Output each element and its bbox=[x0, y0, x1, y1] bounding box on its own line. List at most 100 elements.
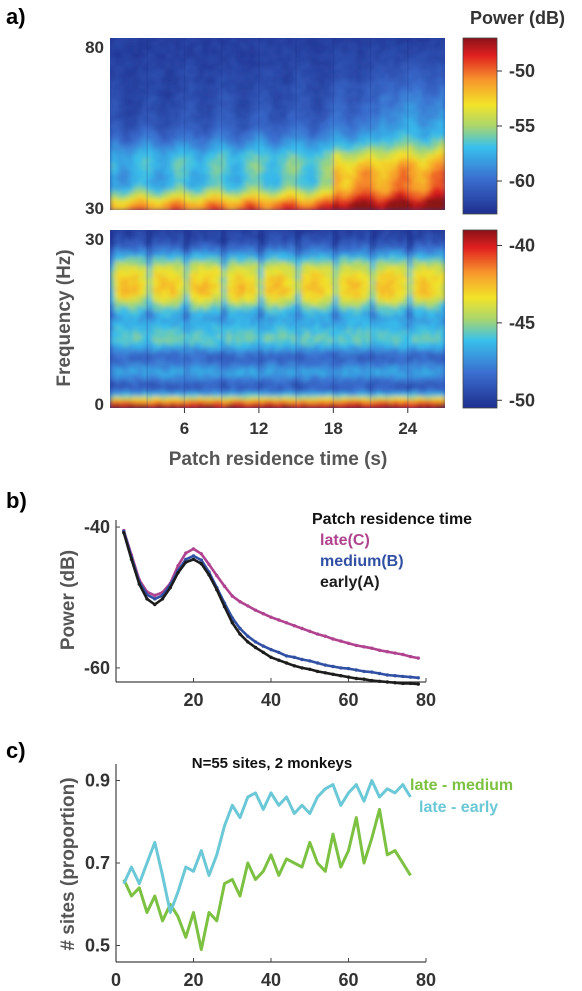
colorbar-bottom bbox=[462, 229, 498, 409]
heatmap-bottom-y-tick-0: 0 bbox=[95, 395, 104, 414]
chart-b-series-1-point bbox=[269, 647, 273, 652]
legend-late-early: late - early bbox=[419, 799, 498, 816]
chart-b-series-2-point bbox=[346, 675, 351, 679]
chart-b-series-2-point bbox=[323, 671, 327, 675]
colorbar-tick-label: -60 bbox=[509, 171, 535, 191]
chart-b-series-2-point bbox=[137, 582, 141, 586]
chart-b-series-0-point bbox=[199, 552, 203, 556]
chart-b-series-2-point bbox=[207, 573, 211, 577]
chart-b-series-0-point bbox=[191, 547, 196, 551]
heatmap-x-axis: 6 12 18 24 bbox=[180, 408, 418, 438]
panel-label-a: a) bbox=[6, 4, 26, 29]
chart-b: 20 40 60 80 -40 -60 Power (dB) Patch residenc… bbox=[58, 511, 472, 710]
legend-early-a: early(A) bbox=[320, 574, 380, 591]
chart-c: N=55 sites, 2 monkeys 0 20 40 60 80 0.9 0.7 0.5… bbox=[58, 755, 513, 990]
chart-c-x-tick-label: 80 bbox=[416, 970, 436, 990]
chart-c-y-tick-label: 0.9 bbox=[85, 771, 110, 791]
chart-b-series-1-point bbox=[261, 644, 265, 648]
chart-b-series-1-point bbox=[362, 669, 366, 674]
chart-b-series-2-point bbox=[385, 680, 389, 684]
chart-b-series-2-point bbox=[269, 655, 273, 659]
heatmap-top-y-tick-30: 30 bbox=[85, 199, 104, 218]
chart-b-series-0-point bbox=[308, 629, 312, 633]
heatmap-x-tick-label: 18 bbox=[324, 419, 343, 438]
colorbar-bottom-ticks: -40 -45 -50 bbox=[497, 235, 535, 410]
chart-b-series-0-point bbox=[370, 646, 374, 650]
chart-b-series-1-point bbox=[238, 626, 242, 631]
colorbar-tick-label: -55 bbox=[509, 116, 535, 136]
chart-b-series-2-point bbox=[315, 669, 320, 674]
chart-b-series-0-point bbox=[277, 618, 281, 622]
chart-b-series-0-point bbox=[339, 639, 343, 643]
heatmap-top bbox=[110, 38, 445, 210]
chart-b-series-1-point bbox=[292, 655, 296, 659]
chart-b-series-2-point bbox=[168, 585, 172, 590]
chart-c-x-tick-label: 0 bbox=[111, 970, 121, 990]
chart-b-series-1-point bbox=[253, 640, 258, 644]
chart-b-series-1-point bbox=[339, 666, 343, 670]
chart-b-series-2-point bbox=[122, 531, 126, 535]
chart-b-series-1-point bbox=[323, 663, 327, 667]
chart-b-series-1-point bbox=[308, 659, 312, 663]
chart-b-series-0-point bbox=[215, 573, 219, 578]
heatmap-top-y-axis: 80 30 bbox=[85, 38, 104, 218]
chart-b-series-1-point bbox=[191, 554, 196, 558]
chart-b-y-tick-label: -60 bbox=[84, 658, 110, 678]
chart-b-series-2-point bbox=[377, 679, 382, 683]
chart-b-x-tick-label: 20 bbox=[183, 690, 203, 710]
chart-b-series-0-point bbox=[346, 641, 351, 645]
chart-b-series-0-point bbox=[315, 632, 320, 636]
chart-b-series-2-point bbox=[393, 681, 397, 685]
chart-b-series-2-point bbox=[246, 640, 250, 644]
chart-b-series-2-point bbox=[308, 667, 312, 671]
legend-late-c: late(C) bbox=[320, 532, 370, 549]
colorbar-tick-label: -40 bbox=[509, 235, 535, 255]
chart-b-series-0-point bbox=[292, 624, 296, 628]
chart-b-series-2-point bbox=[215, 588, 219, 592]
chart-c-series-line-0 bbox=[122, 807, 412, 952]
chart-b-series-2-point bbox=[300, 666, 304, 670]
chart-b-series-1-point bbox=[315, 661, 320, 665]
chart-b-series-0-point bbox=[184, 551, 188, 555]
chart-b-series-0-point bbox=[207, 562, 211, 567]
chart-b-series-2-point bbox=[145, 597, 149, 601]
chart-b-series-2-point bbox=[416, 682, 420, 686]
chart-b-series-1-point bbox=[153, 597, 157, 601]
chart-b-series-0-point bbox=[385, 650, 389, 654]
chart-b-series-0-point bbox=[153, 593, 157, 598]
chart-b-series-2-point bbox=[230, 621, 234, 625]
heatmap-bottom-y-axis: 30 0 bbox=[85, 230, 104, 414]
chart-b-series-2-point bbox=[129, 557, 134, 562]
chart-c-y-label: # sites (proportion) bbox=[58, 777, 79, 950]
chart-b-series-2-point bbox=[184, 560, 188, 564]
chart-b-series-0-point bbox=[300, 626, 304, 631]
chart-c-x-tick-label: 60 bbox=[338, 970, 358, 990]
colorbar-top-ticks: -50 -55 -60 bbox=[497, 61, 535, 191]
chart-b-series-2-point bbox=[160, 597, 165, 601]
legend-late-medium: late - medium bbox=[410, 777, 513, 794]
chart-b-series-1-point bbox=[370, 670, 374, 674]
chart-b-series-1-point bbox=[393, 674, 397, 678]
colorbar-tick-label: -50 bbox=[509, 390, 535, 410]
chart-b-series-0-point bbox=[393, 651, 397, 655]
chart-b-series-0-point bbox=[253, 608, 258, 612]
chart-b-x-tick-label: 60 bbox=[338, 690, 358, 710]
chart-b-legend-title: Patch residence time bbox=[312, 511, 472, 528]
chart-b-series-1-point bbox=[331, 664, 335, 669]
chart-b-series-1-point bbox=[416, 676, 420, 680]
panel-label-b: b) bbox=[6, 488, 27, 513]
chart-b-series-0-point bbox=[408, 654, 413, 659]
colorbar-title: Power (dB) bbox=[470, 8, 565, 28]
chart-b-series-2-point bbox=[153, 602, 157, 607]
chart-b-series-2-point bbox=[253, 645, 258, 650]
chart-c-legend: late - medium late - early bbox=[410, 777, 513, 816]
colorbar-tick-label: -50 bbox=[509, 61, 535, 81]
chart-b-series-2-point bbox=[277, 658, 281, 662]
chart-b-y-tick-label: -40 bbox=[84, 517, 110, 537]
chart-b-series-2-point bbox=[339, 674, 343, 678]
chart-b-series-0-point bbox=[323, 634, 327, 638]
chart-b-series-0-point bbox=[246, 604, 250, 608]
chart-b-series-0-point bbox=[222, 584, 227, 588]
chart-c-y-tick-label: 0.7 bbox=[85, 853, 110, 873]
